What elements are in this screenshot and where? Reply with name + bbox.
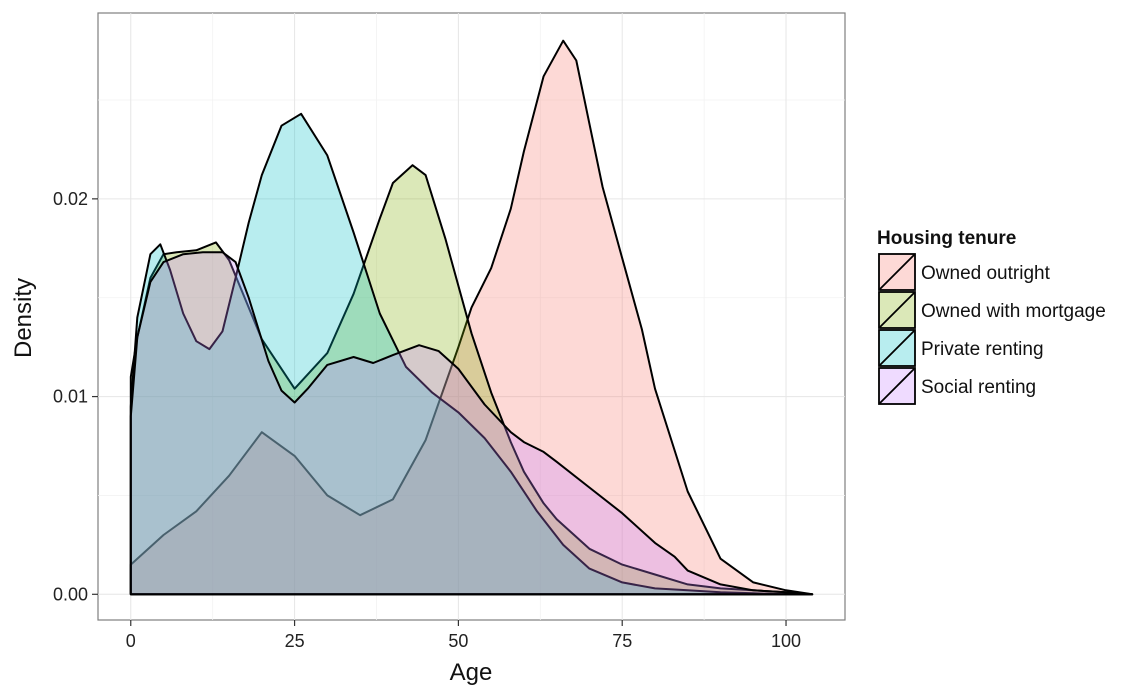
legend-swatch-slash-3 <box>879 368 915 404</box>
legend-swatch-slash-1 <box>879 292 915 328</box>
x-tick-label-0: 0 <box>126 631 136 651</box>
legend-label-1: Owned with mortgage <box>921 301 1106 322</box>
density-area-social-renting <box>129 251 814 596</box>
density-area-private-renting <box>129 112 814 596</box>
legend-item-owned-with-mortgage: Owned with mortgage <box>878 291 1106 329</box>
plot-panel <box>97 12 846 621</box>
y-tick-label-0: 0.00 <box>53 584 88 604</box>
y-tick-label-2: 0.02 <box>53 189 88 209</box>
x-tick-label-2: 50 <box>448 631 468 651</box>
legend-label-2: Private renting <box>921 339 1044 360</box>
density-areas <box>129 39 814 596</box>
legend-swatch-slash-0 <box>879 254 915 290</box>
density-area-owned-with-mortgage <box>129 164 814 596</box>
axis-ticks: 0 25 50 75 100 0.00 0.01 0.02 <box>53 189 801 651</box>
legend-items: Owned outright Owned with mortgage Private… <box>878 253 1106 405</box>
legend-label-3: Social renting <box>921 377 1036 398</box>
legend-title: Housing tenure <box>877 228 1016 249</box>
density-area-owned-outright <box>129 39 814 596</box>
y-axis-title: Density <box>10 278 37 358</box>
x-tick-label-1: 25 <box>285 631 305 651</box>
x-axis-title: Age <box>450 659 493 686</box>
legend-item-social-renting: Social renting <box>878 367 1036 405</box>
legend: Housing tenure Owned outright Owned with … <box>877 228 1106 405</box>
x-tick-label-3: 75 <box>612 631 632 651</box>
x-tick-label-4: 100 <box>771 631 801 651</box>
legend-item-owned-outright: Owned outright <box>878 253 1051 291</box>
y-tick-label-1: 0.01 <box>53 387 88 407</box>
legend-swatch-slash-2 <box>879 330 915 366</box>
legend-label-0: Owned outright <box>921 263 1051 284</box>
legend-item-private-renting: Private renting <box>878 329 1044 367</box>
